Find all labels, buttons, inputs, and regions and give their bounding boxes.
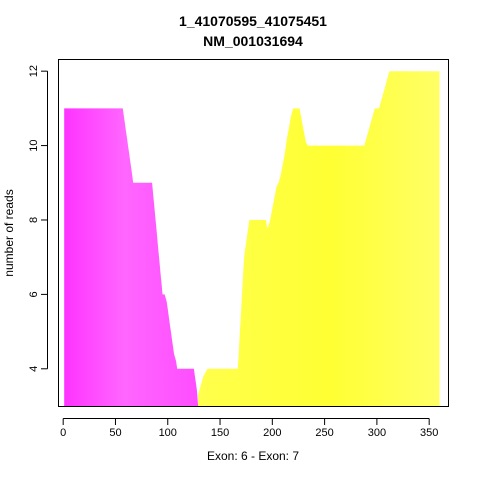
y-tick-label: 12 bbox=[28, 65, 40, 77]
chart-title: 1_41070595_41075451 bbox=[179, 13, 327, 29]
x-tick-label: 100 bbox=[159, 427, 177, 439]
area-series-1 bbox=[64, 108, 199, 407]
x-tick-label: 150 bbox=[211, 427, 229, 439]
x-axis: 0 50 100 150 200 250 300 350 bbox=[60, 418, 438, 439]
area-series-2 bbox=[198, 71, 440, 406]
y-tick-label: 6 bbox=[28, 291, 40, 297]
y-axis-label: number of reads bbox=[2, 189, 16, 276]
y-tick-label: 10 bbox=[28, 139, 40, 151]
x-tick-label: 200 bbox=[263, 427, 281, 439]
y-axis: 4 6 8 10 12 bbox=[28, 65, 48, 372]
x-tick-label: 50 bbox=[109, 427, 121, 439]
y-tick-label: 4 bbox=[28, 366, 40, 372]
x-axis-label: Exon: 6 - Exon: 7 bbox=[207, 449, 299, 463]
x-tick-label: 300 bbox=[368, 427, 386, 439]
x-tick-label: 350 bbox=[420, 427, 438, 439]
area-series-group bbox=[64, 71, 440, 407]
chart-subtitle: NM_001031694 bbox=[203, 33, 303, 49]
x-tick-label: 0 bbox=[60, 427, 66, 439]
x-tick-label: 250 bbox=[315, 427, 333, 439]
y-tick-label: 8 bbox=[28, 217, 40, 223]
plot-frame bbox=[58, 59, 449, 407]
